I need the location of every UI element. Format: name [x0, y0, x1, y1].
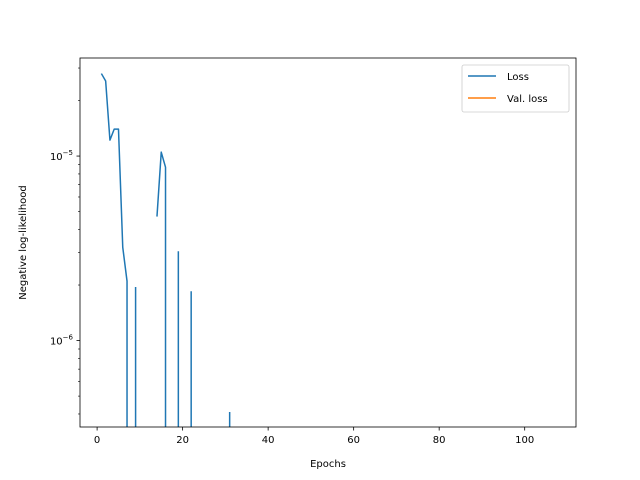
y-axis-label: Negative log-likelihood — [18, 185, 29, 300]
y-tick-label: 10−6 — [50, 334, 74, 348]
x-tick-label: 60 — [347, 435, 360, 446]
legend-label-val-loss: Val. loss — [507, 94, 548, 105]
x-tick-label: 0 — [94, 435, 100, 446]
x-axis: 0 20 40 60 80 100 — [94, 427, 534, 446]
x-tick-label: 20 — [176, 435, 189, 446]
legend: Loss Val. loss — [461, 64, 570, 113]
plot-lines — [100, 73, 231, 427]
plot-frame — [79, 57, 577, 428]
x-tick-label: 80 — [433, 435, 446, 446]
x-tick-label: 100 — [515, 435, 534, 446]
legend-label-loss: Loss — [507, 72, 529, 83]
y-tick-label: 10−5 — [50, 149, 73, 163]
x-axis-label: Epochs — [310, 459, 346, 470]
y-axis: 10−5 10−6 — [50, 67, 80, 415]
series-line-0 — [100, 73, 231, 427]
x-tick-label: 40 — [262, 435, 275, 446]
